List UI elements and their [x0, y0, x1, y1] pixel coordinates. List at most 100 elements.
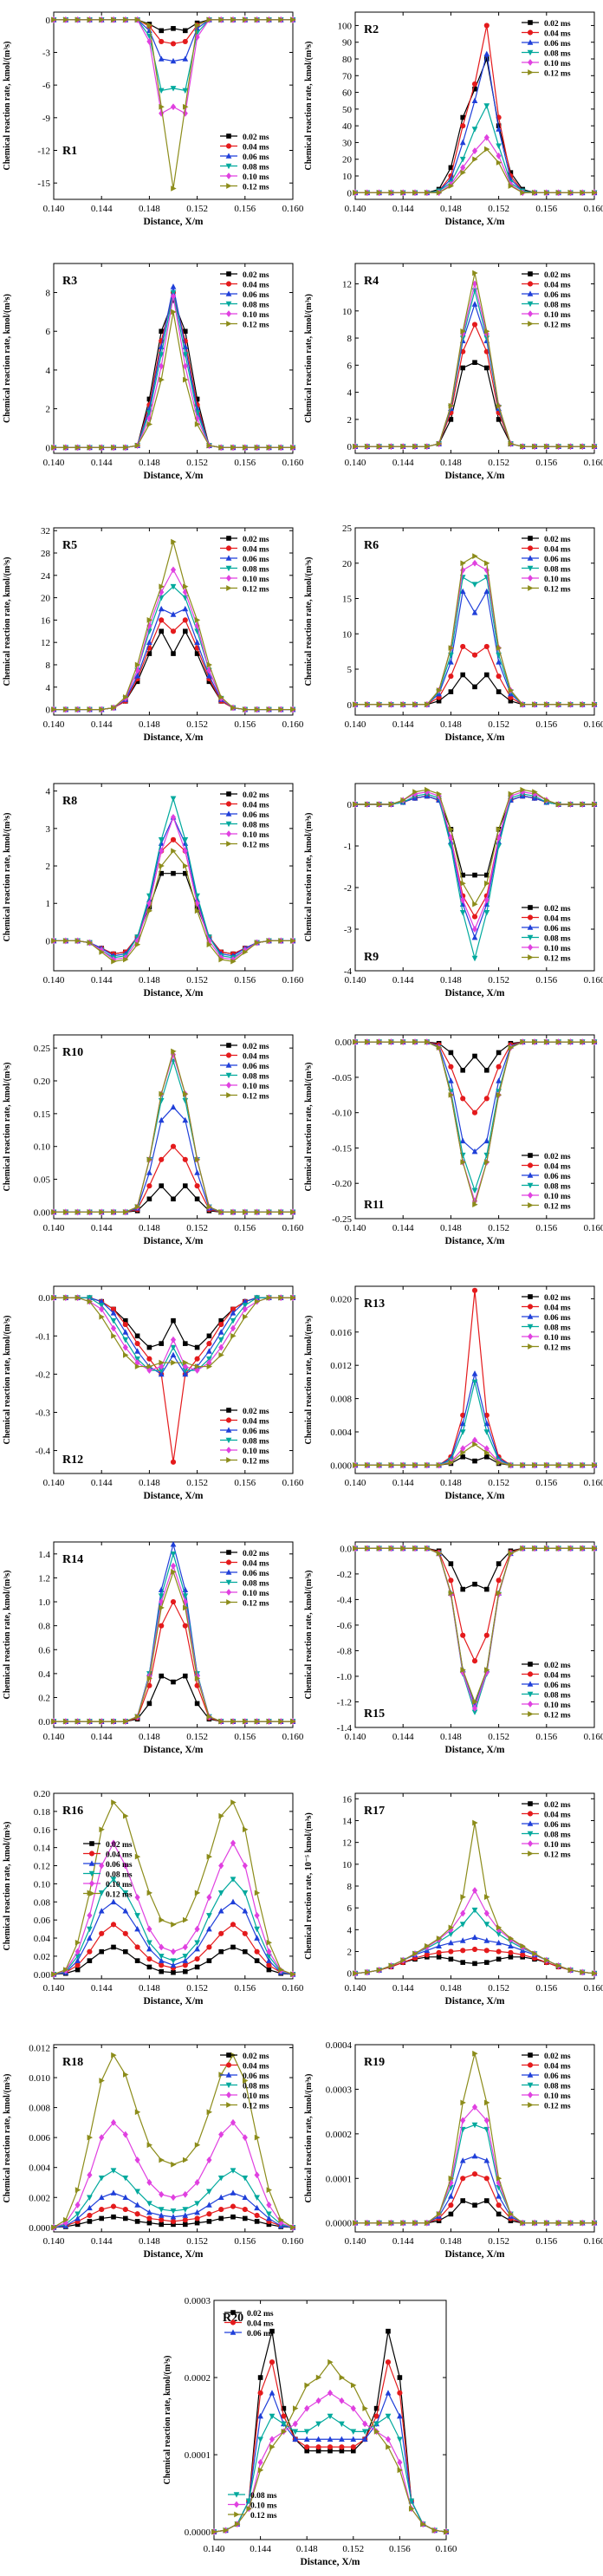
data-point — [159, 1916, 165, 1923]
data-point — [170, 1958, 177, 1964]
data-point — [472, 1581, 477, 1587]
data-point — [460, 672, 465, 678]
data-point — [386, 2443, 392, 2450]
series-0-04-ms — [352, 2171, 598, 2226]
data-point — [425, 443, 431, 450]
data-point — [170, 1551, 177, 1558]
y-tick-label: 90 — [342, 38, 353, 49]
y-tick-label: -6 — [42, 81, 51, 91]
data-point — [194, 1925, 200, 1933]
series-line — [355, 136, 594, 193]
data-point — [448, 1064, 454, 1070]
y-tick-label: -0.3 — [36, 1408, 51, 1418]
legend-marker — [225, 290, 232, 296]
data-point — [230, 1922, 237, 1928]
series-line — [355, 2173, 594, 2224]
legend-label: 0.04 ms — [544, 2063, 571, 2072]
legend-marker — [528, 954, 534, 960]
data-point — [472, 553, 478, 559]
data-point — [51, 16, 57, 23]
data-point — [412, 701, 418, 708]
x-tick-label: 0.144 — [91, 204, 113, 214]
panel-title: R15 — [364, 1708, 385, 1721]
series-0-04-ms — [352, 1545, 598, 1664]
data-point — [471, 1934, 478, 1940]
data-point — [134, 679, 140, 685]
data-point — [290, 16, 296, 23]
data-point — [460, 365, 465, 371]
series-0-08-ms — [352, 1379, 598, 1469]
data-point — [158, 1593, 165, 1599]
data-point — [194, 1701, 200, 1707]
data-point — [353, 443, 359, 450]
data-point — [75, 1948, 81, 1955]
data-point — [385, 2436, 392, 2443]
data-point — [471, 1704, 478, 1712]
data-point — [254, 2212, 260, 2219]
data-point — [448, 2211, 454, 2217]
legend-label: 0.12 ms — [243, 586, 269, 595]
data-point — [471, 97, 478, 104]
y-tick-label: 0.016 — [330, 1328, 352, 1338]
legend-label: 0.04 ms — [544, 915, 571, 924]
legend-label: 0.02 ms — [544, 1294, 571, 1303]
data-point — [217, 1890, 224, 1896]
data-point — [580, 1545, 586, 1551]
data-point — [471, 1436, 478, 1444]
legend-marker — [225, 2062, 232, 2068]
data-point — [436, 790, 443, 797]
legend-label: 0.02 ms — [243, 2052, 269, 2061]
plot-frame — [354, 2044, 595, 2233]
data-point — [183, 1916, 189, 1923]
data-point — [460, 1894, 466, 1900]
y-axis-label: Chemical reaction rate, kmol/(m³s) — [3, 294, 12, 423]
data-point — [376, 801, 383, 808]
data-point — [555, 1545, 562, 1551]
data-point — [460, 560, 466, 567]
series-line — [355, 56, 594, 193]
data-point — [194, 33, 200, 41]
y-tick-label: 0.012 — [29, 2043, 50, 2053]
data-point — [242, 1890, 249, 1896]
series-0-12-ms — [353, 2050, 598, 2227]
data-point — [123, 1351, 129, 1358]
data-point — [99, 1313, 105, 1320]
data-point — [206, 2156, 212, 2163]
data-point — [243, 1826, 249, 1833]
x-tick-label: 0.144 — [91, 1223, 113, 1233]
legend-label: 0.08 ms — [243, 566, 269, 575]
data-point — [146, 1940, 152, 1946]
data-point — [206, 1958, 212, 1963]
data-point — [483, 1948, 490, 1954]
legend-marker — [225, 1589, 232, 1596]
y-tick-label: -4 — [344, 966, 353, 977]
plot-frame — [354, 527, 595, 716]
legend-marker — [527, 1691, 534, 1698]
data-point — [87, 1718, 94, 1725]
series-0-12-ms — [51, 1048, 296, 1215]
x-tick-label: 0.144 — [392, 1732, 414, 1742]
data-point — [206, 1894, 212, 1901]
y-tick-label: 30 — [342, 138, 353, 148]
plot-frame — [53, 1034, 294, 1220]
legend-marker — [226, 841, 232, 847]
legend-marker — [226, 1092, 232, 1098]
legend-marker — [226, 1043, 231, 1048]
data-point — [448, 1460, 455, 1466]
data-point — [520, 1038, 526, 1045]
data-point — [290, 1209, 296, 1215]
series-0-08-ms — [211, 2413, 450, 2535]
data-point — [159, 1623, 165, 1629]
data-point — [484, 1159, 490, 1166]
data-point — [266, 2211, 272, 2217]
data-point — [51, 938, 57, 944]
data-point — [159, 1673, 164, 1679]
data-point — [170, 1961, 177, 1968]
data-point — [290, 2224, 296, 2231]
data-point — [159, 2221, 164, 2228]
x-tick-label: 0.144 — [392, 1478, 414, 1488]
x-tick-label: 0.148 — [139, 2236, 160, 2247]
data-point — [266, 1967, 272, 1973]
legend-marker — [225, 1427, 232, 1433]
data-point — [170, 1562, 177, 1570]
